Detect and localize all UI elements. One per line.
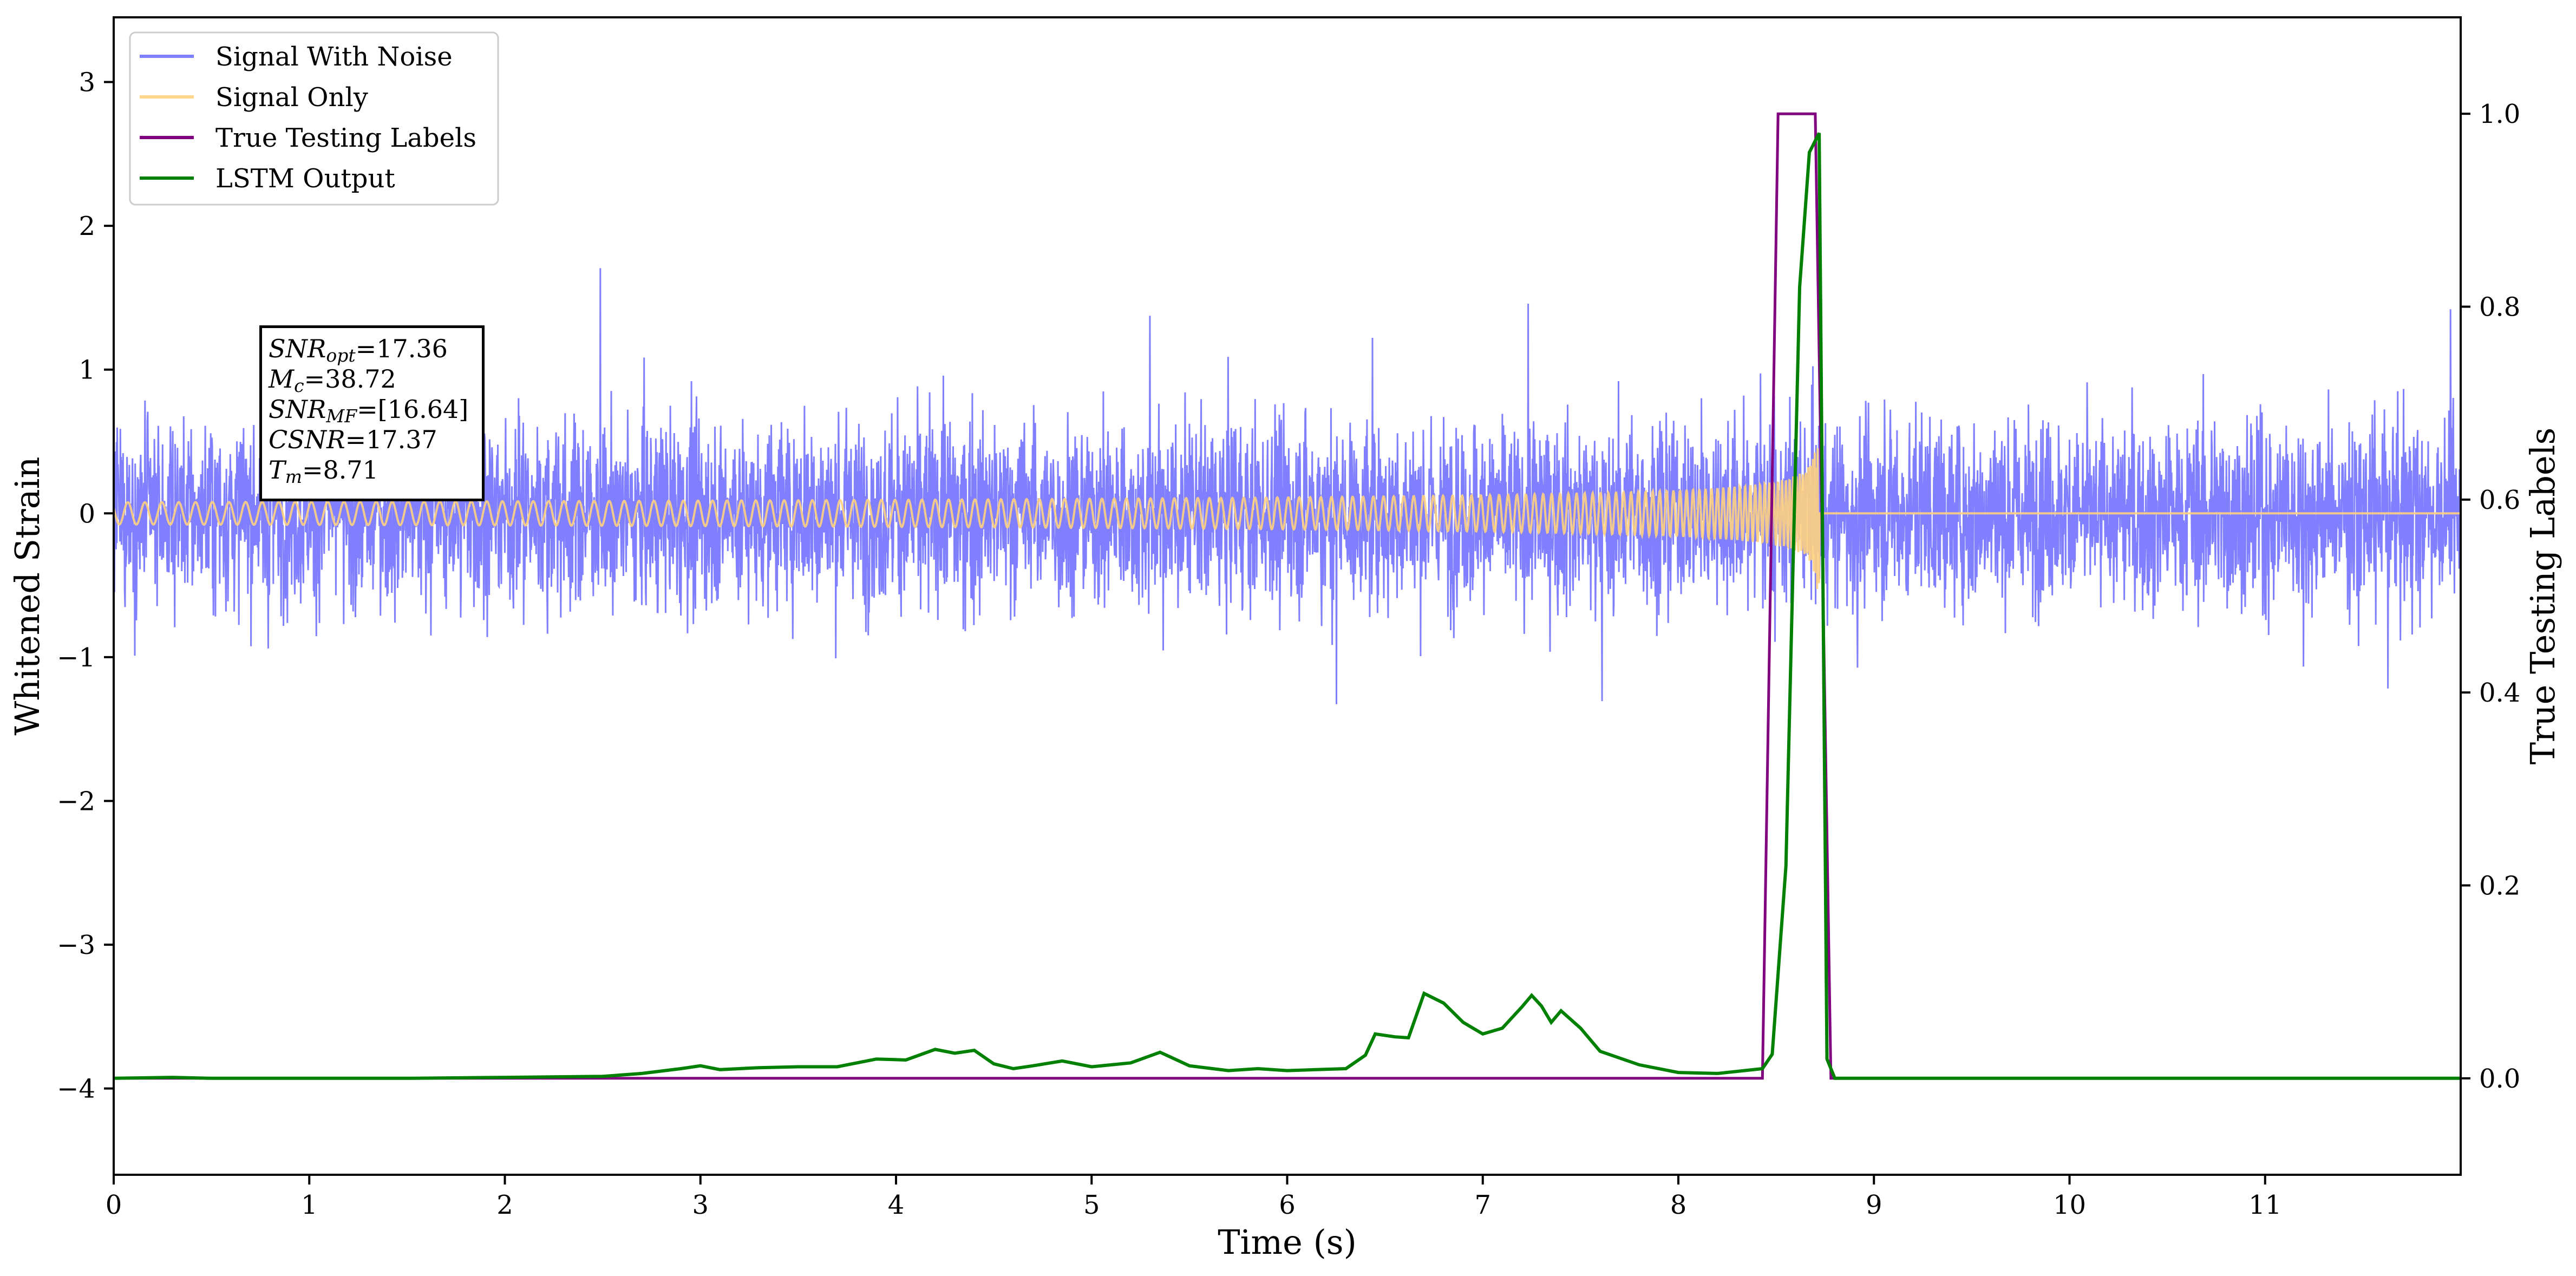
x-tick-label: 10 (2053, 1190, 2086, 1220)
x-tick-label: 7 (1474, 1190, 1491, 1220)
x-axis-label: Time (s) (1218, 1222, 1357, 1262)
lstm-output-line (113, 132, 2461, 1080)
y-tick-label-left: 3 (79, 68, 95, 98)
x-tick-label: 2 (496, 1190, 513, 1220)
annotation-line: Tm=8.71 (269, 455, 475, 487)
series-signal-with-noise (113, 268, 2462, 704)
annotation-value: =17.37 (345, 425, 437, 454)
legend-label: Signal Only (215, 82, 368, 113)
y-tick-label-left: −4 (57, 1074, 95, 1104)
annotation-line: SNRMF=[16.64] (269, 394, 475, 427)
legend: Signal With Noise Signal Only True Testing… (129, 31, 499, 206)
axes: 0 1 2 3 4 5 6 7 8 9 10 113210−1−2−3−41.00.80.60.40.… (8, 16, 2562, 1262)
y-tick-label-right: 0.8 (2479, 292, 2520, 323)
legend-label: LSTM Output (215, 163, 395, 194)
annotation-label: CSNR (269, 425, 345, 454)
annotation-value: =17.36 (355, 334, 448, 363)
y-tick-label-left: 2 (79, 211, 95, 241)
x-tick-label: 4 (888, 1190, 905, 1220)
annotation-label: SNR (269, 395, 326, 424)
signal-only-line (113, 448, 2461, 589)
annotation-value: =8.71 (302, 455, 378, 485)
annotation-label: T (269, 455, 285, 485)
annotation-subscript: MF (326, 405, 357, 427)
annotation-value: =[16.64] (357, 395, 469, 424)
annotation-line: CSNR=17.37 (269, 424, 475, 455)
y-tick-label-right: 0.0 (2479, 1064, 2520, 1094)
x-tick-label: 0 (106, 1190, 122, 1220)
annotation-box: SNRopt=17.36 Mc=38.72 SNRMF=[16.64] CSNR… (259, 325, 485, 501)
legend-label: True Testing Labels (215, 123, 476, 153)
y-tick-label-left: −3 (57, 930, 95, 960)
annotation-label: SNR (269, 334, 326, 363)
y-tick-label-right: 0.4 (2479, 678, 2520, 708)
y-axis-label-left: Whitened Strain (8, 457, 47, 736)
series-lstm-output (113, 132, 2461, 1080)
true-testing-labels-line (114, 112, 2461, 1080)
series-signal-only (113, 448, 2461, 589)
annotation-label: M (269, 364, 295, 394)
x-tick-label: 8 (1670, 1190, 1687, 1220)
x-tick-label: 3 (692, 1190, 709, 1220)
annotation-line: Mc=38.72 (269, 364, 475, 396)
x-tick-label: 9 (1866, 1190, 1882, 1220)
x-tick-label: 1 (301, 1190, 318, 1220)
annotation-subscript: c (294, 375, 304, 396)
annotation-value: =38.72 (304, 364, 396, 394)
y-tick-label-left: 1 (79, 355, 95, 385)
y-tick-label-right: 0.2 (2479, 871, 2520, 901)
x-tick-label: 11 (2248, 1190, 2281, 1220)
legend-label: Signal With Noise (215, 42, 453, 72)
annotation-line: SNRopt=17.36 (269, 333, 475, 364)
y-tick-label-right: 0.6 (2479, 485, 2520, 515)
legend-box (129, 31, 499, 206)
y-tick-label-left: −2 (57, 786, 95, 816)
signal-with-noise-line (113, 268, 2462, 704)
y-tick-label-left: 0 (79, 499, 95, 529)
y-axis-label-right: True Testing Labels (2523, 428, 2562, 765)
annotation-subscript: m (285, 466, 302, 487)
x-tick-label: 5 (1083, 1190, 1100, 1220)
y-tick-label-right: 1.0 (2479, 99, 2520, 129)
annotation-subscript: opt (326, 345, 356, 366)
series-true-testing-labels (114, 112, 2461, 1080)
x-tick-label: 6 (1279, 1190, 1296, 1220)
y-tick-label-left: −1 (57, 643, 95, 673)
